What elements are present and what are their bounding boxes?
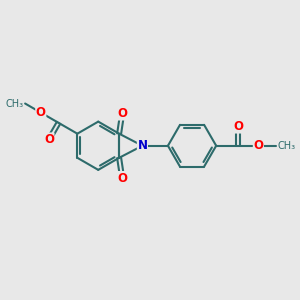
Text: CH₃: CH₃ — [278, 141, 296, 151]
Text: CH₃: CH₃ — [6, 98, 24, 109]
Text: O: O — [117, 107, 127, 120]
Text: O: O — [233, 120, 243, 133]
Text: O: O — [254, 139, 263, 152]
Text: O: O — [44, 133, 54, 146]
Text: O: O — [36, 106, 46, 119]
Text: O: O — [117, 172, 127, 184]
Text: N: N — [137, 139, 147, 152]
